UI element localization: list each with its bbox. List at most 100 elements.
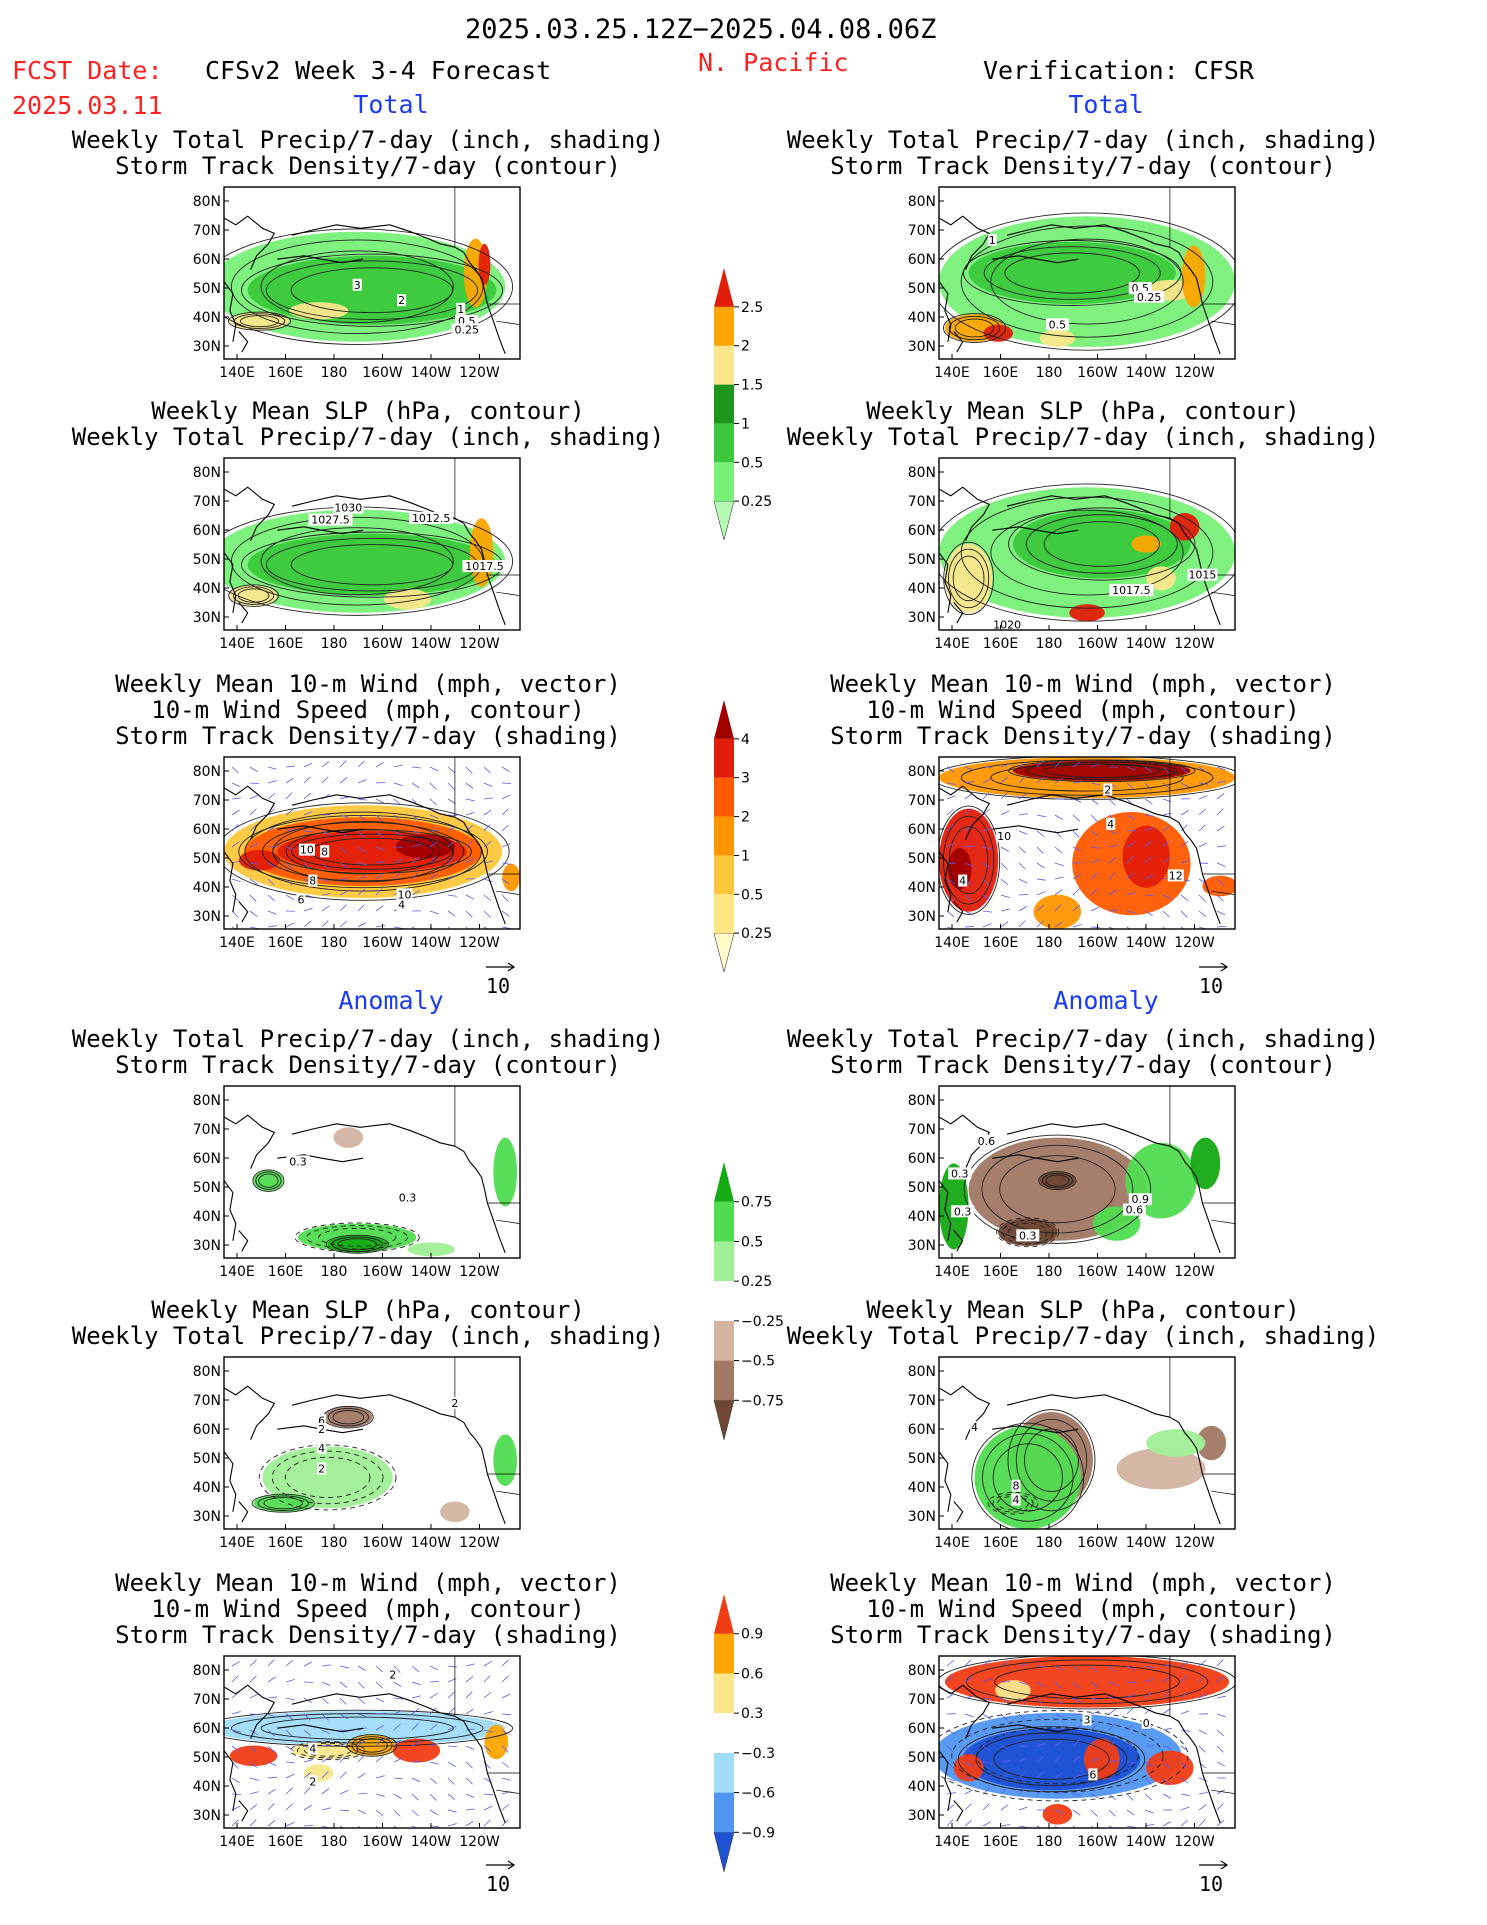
coastline-north-america xyxy=(1169,1416,1221,1524)
title-p5: Weekly Mean 10-m Wind (mph, vector) 10-m … xyxy=(115,670,621,750)
coastline-layer xyxy=(224,187,520,354)
wind-vector xyxy=(1018,1771,1026,1779)
wind-vector xyxy=(339,814,349,819)
contour-line xyxy=(1043,521,1160,567)
lon-label: 160W xyxy=(1077,1535,1118,1551)
wind-vector xyxy=(285,777,294,784)
wind-vector xyxy=(393,872,401,880)
colorbar-tick-label: 0.5 xyxy=(741,455,763,471)
wind-vector xyxy=(447,1761,456,1768)
wind-vector xyxy=(1198,824,1206,832)
contour-line xyxy=(291,833,453,870)
wind-vector xyxy=(1198,1675,1206,1683)
wind-vector xyxy=(1036,878,1046,881)
wind-vector xyxy=(1126,1723,1134,1731)
wind-vector xyxy=(1180,1793,1190,1796)
wind-vector xyxy=(1108,889,1117,896)
wind-vector xyxy=(1180,766,1188,774)
wind-vector xyxy=(447,766,456,774)
lon-label: 140W xyxy=(411,935,452,951)
contour-label: 2 xyxy=(451,1397,458,1410)
wind-vector xyxy=(465,840,473,848)
wind-vector xyxy=(1180,1806,1190,1811)
wind-vector xyxy=(267,1803,275,1811)
wind-vector xyxy=(1108,909,1118,912)
lon-label: 160E xyxy=(983,636,1019,652)
wind-vector xyxy=(1018,813,1028,816)
wind-vector xyxy=(375,761,384,768)
wind-vector xyxy=(501,843,511,848)
wind-vector xyxy=(1108,1696,1118,1699)
contour-label: 1015 xyxy=(1188,569,1216,582)
wind-vector xyxy=(1216,1819,1225,1827)
wind-vector xyxy=(1162,1821,1172,1827)
wind-vector xyxy=(1072,924,1082,928)
colorbar-tick-label: −0.9 xyxy=(741,1825,775,1841)
contour-label-bg xyxy=(1045,318,1069,331)
lon-label: 120W xyxy=(459,1535,500,1551)
contour-label: 0.5 xyxy=(1049,318,1067,331)
wind-vector xyxy=(483,797,493,800)
wind-vector xyxy=(1180,1710,1190,1715)
contour-line xyxy=(1007,1409,1096,1512)
coastline-asia xyxy=(939,851,964,923)
contour-label: 2 xyxy=(398,294,405,307)
wind-vector xyxy=(1018,906,1027,912)
wind-vector xyxy=(1036,1697,1044,1705)
shading-blob xyxy=(289,302,349,320)
contour-layer xyxy=(963,1134,1152,1248)
contour-line xyxy=(1015,1418,1088,1502)
lat-label: 80N xyxy=(908,194,936,210)
wind-vector xyxy=(447,826,457,832)
wind-vector xyxy=(1090,926,1101,929)
lon-label: 120W xyxy=(459,636,500,652)
wind-vector xyxy=(249,808,257,816)
coastline-north xyxy=(939,215,1171,270)
contour-line xyxy=(948,315,1001,341)
wind-vector xyxy=(946,808,954,816)
contour-label: 0.9 xyxy=(1132,1193,1150,1206)
lon-label: 140W xyxy=(411,365,452,381)
wind-vector xyxy=(321,1771,329,1779)
wind-vector xyxy=(946,795,956,800)
wind-vector xyxy=(411,766,421,769)
colorbar-segment xyxy=(714,816,734,856)
wind-vector xyxy=(1144,894,1155,896)
lon-label: 180 xyxy=(321,935,348,951)
coastline-north-america xyxy=(454,1145,506,1253)
shading-layer xyxy=(939,487,1235,622)
wind-vector xyxy=(285,878,293,886)
colorbar-tick-label: 0.5 xyxy=(741,1234,763,1250)
wind-vector xyxy=(1000,792,1008,800)
lat-label: 70N xyxy=(908,494,936,510)
lon-label: 160E xyxy=(268,935,304,951)
lon-label: 120W xyxy=(1174,1834,1215,1850)
wind-vector xyxy=(249,878,258,885)
wind-vector xyxy=(1144,827,1154,832)
wind-vector xyxy=(982,1697,992,1700)
wind-vector xyxy=(1090,859,1100,864)
contour-line xyxy=(990,509,1184,596)
colorbar-tick-label: −0.25 xyxy=(741,1314,784,1330)
wind-vector xyxy=(1000,1824,1010,1827)
wind-vector xyxy=(1126,1742,1136,1747)
wind-vector xyxy=(231,878,241,883)
wind-vector xyxy=(321,830,331,836)
region-title: N. Pacific xyxy=(698,48,849,77)
contour-label-bg xyxy=(397,898,407,911)
wind-vector xyxy=(1072,904,1081,912)
contour-label: 10 xyxy=(398,888,412,901)
wind-vector xyxy=(1054,760,1062,768)
wind-vector xyxy=(1036,1789,1046,1795)
wind-vector xyxy=(393,798,402,806)
wind-vector xyxy=(429,1724,438,1731)
colorbar-segment xyxy=(714,1241,734,1282)
wind-vector xyxy=(1090,1723,1099,1731)
contour-line xyxy=(957,1726,1146,1793)
map-frame xyxy=(938,1356,1236,1530)
wind-vector xyxy=(946,842,956,848)
lon-label: 160W xyxy=(1077,1834,1118,1850)
wind-vector xyxy=(357,1809,367,1815)
wind-ref-label-total-left: 10 xyxy=(486,974,511,998)
